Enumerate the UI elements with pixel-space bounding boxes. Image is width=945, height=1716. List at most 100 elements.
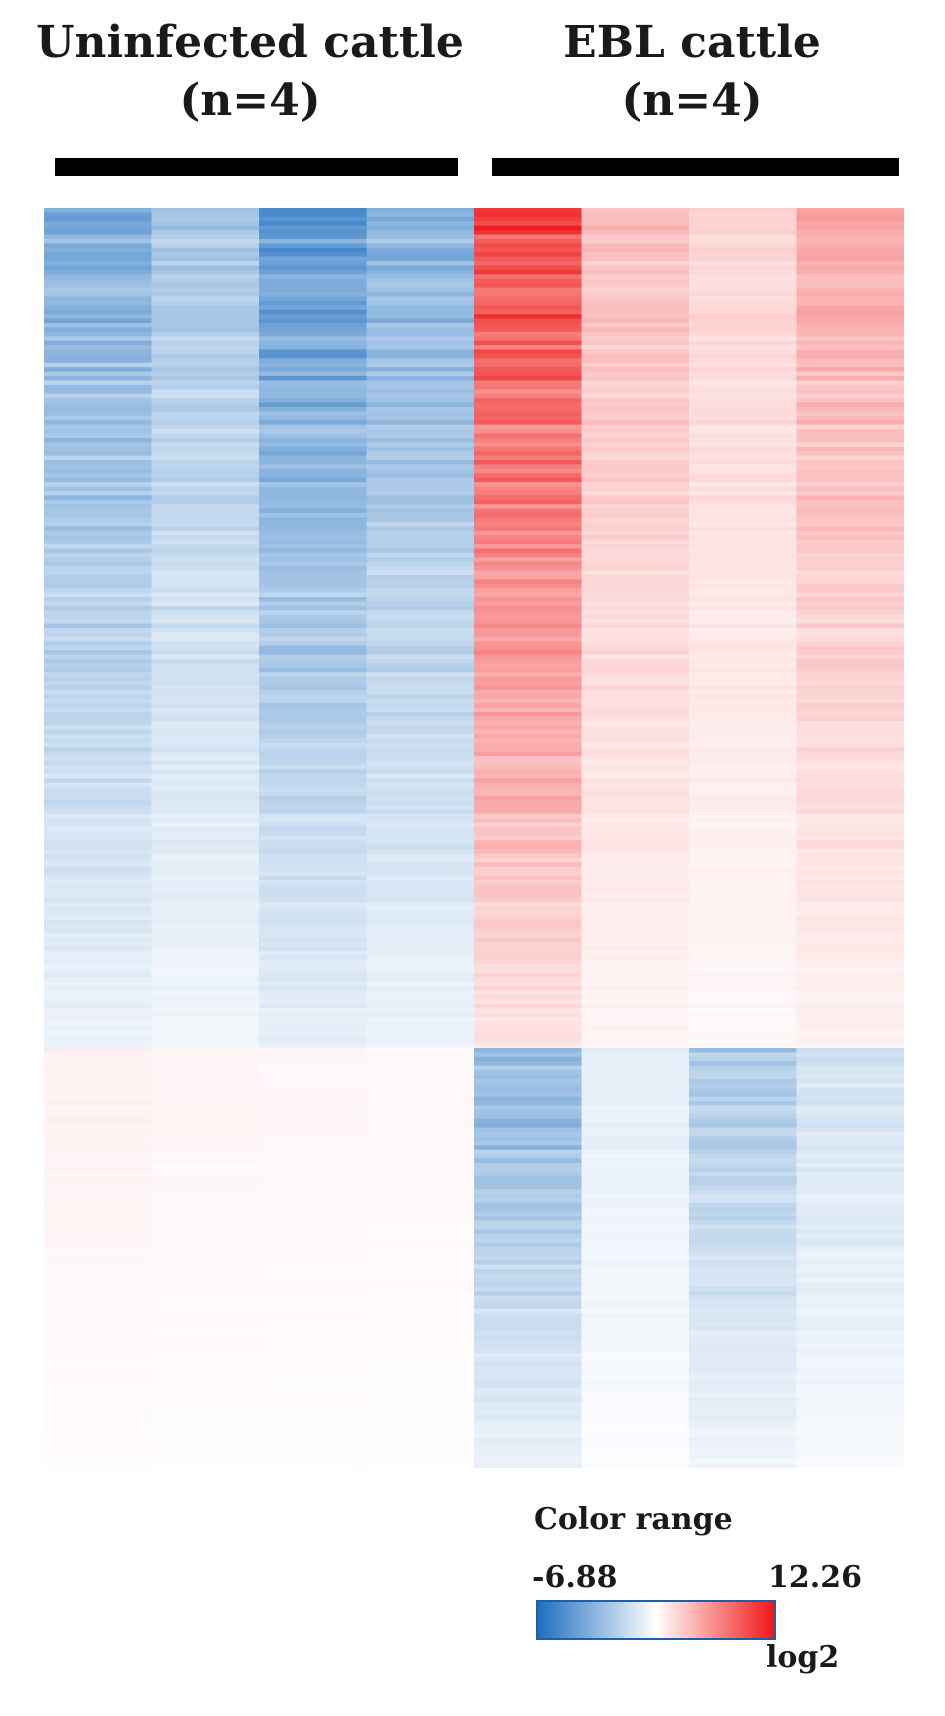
heatmap-cell [474,1353,583,1359]
heatmap-cell [689,804,798,810]
heatmap-cell [44,574,153,580]
heatmap-cell [259,849,368,855]
heatmap-cell [366,1291,475,1297]
heatmap-cell [366,623,475,629]
heatmap-cell [474,1335,583,1341]
heatmap-cell [796,1410,904,1416]
heatmap-cell [366,1096,475,1102]
heatmap-cell [689,566,798,572]
heatmap-cell [366,247,475,253]
heatmap-cell [259,521,368,527]
heatmap-cell [581,1034,690,1040]
heatmap-cell [796,994,904,1000]
heatmap-cell [689,1423,798,1429]
heatmap-cell [689,358,798,364]
heatmap-cell [581,376,690,382]
heatmap-cell [474,1322,583,1328]
heatmap-cell [259,844,368,850]
heatmap-cell [581,309,690,315]
heatmap-cell [44,455,153,461]
heatmap-cell [796,884,904,890]
heatmap-cell [474,588,583,594]
heatmap-cell [474,1291,583,1297]
heatmap-cell [259,941,368,947]
heatmap-cell [796,650,904,656]
heatmap-cell [581,950,690,956]
heatmap-cell [581,614,690,620]
heatmap-cell [366,619,475,625]
heatmap-cell [366,650,475,656]
heatmap-cell [796,1344,904,1350]
heatmap-cell [689,1065,798,1071]
heatmap-cell [581,1109,690,1115]
heatmap-cell [44,1348,153,1354]
heatmap-cell [366,605,475,611]
heatmap-cell [259,601,368,607]
heatmap-cell [366,1313,475,1319]
heatmap-cell [474,1171,583,1177]
heatmap-cell [151,1087,260,1093]
heatmap-cell [474,773,583,779]
heatmap-cell [796,1428,904,1434]
heatmap-cell [151,1423,260,1429]
heatmap-cell [474,1207,583,1213]
heatmap-cell [796,1317,904,1323]
heatmap-cell [581,928,690,934]
heatmap-cell [474,884,583,890]
heatmap-cell [44,800,153,806]
heatmap-cell [44,415,153,421]
heatmap-cell [366,429,475,435]
heatmap-cell [44,513,153,519]
heatmap-cell [474,778,583,784]
heatmap-cell [689,265,798,271]
heatmap-cell [581,977,690,983]
heatmap-cell [474,504,583,510]
heatmap-cell [689,1039,798,1045]
heatmap-cell [689,826,798,832]
heatmap-cell [366,322,475,328]
heatmap-cell [366,809,475,815]
heatmap-cell [259,1317,368,1323]
heatmap-cell [689,689,798,695]
heatmap-cell [366,1255,475,1261]
heatmap-cell [259,707,368,713]
heatmap-cell [474,990,583,996]
heatmap-cell [151,265,260,271]
heatmap-cell [44,1034,153,1040]
heatmap-cell [44,1370,153,1376]
heatmap-cell [259,1052,368,1058]
heatmap-cell [151,1282,260,1288]
heatmap-cell [151,1392,260,1398]
heatmap-cell [796,292,904,298]
heatmap-cell [151,1251,260,1257]
heatmap-cell [689,592,798,598]
heatmap-cell [689,1361,798,1367]
heatmap-cell [689,1392,798,1398]
heatmap-cell [44,1145,153,1151]
heatmap-cell [151,216,260,222]
heatmap-cell [44,1127,153,1133]
heatmap-cell [581,1224,690,1230]
heatmap-cell [474,689,583,695]
heatmap-cell [259,1101,368,1107]
heatmap-cell [151,765,260,771]
heatmap-cell [796,1224,904,1230]
heatmap-cell [689,1127,798,1133]
heatmap-cell [366,1242,475,1248]
heatmap-cell [366,1295,475,1301]
heatmap-cell [366,689,475,695]
heatmap-cell [581,230,690,236]
heatmap-cell [474,561,583,567]
heatmap-cell [689,433,798,439]
heatmap-cell [581,1366,690,1372]
heatmap-cell [366,1176,475,1182]
heatmap-cell [44,698,153,704]
heatmap-cell [259,420,368,426]
heatmap-cell [366,296,475,302]
heatmap-cell [581,738,690,744]
heatmap-cell [581,729,690,735]
heatmap-cell [44,619,153,625]
heatmap-cell [689,1357,798,1363]
heatmap-cell [689,442,798,448]
heatmap-cell [796,601,904,607]
